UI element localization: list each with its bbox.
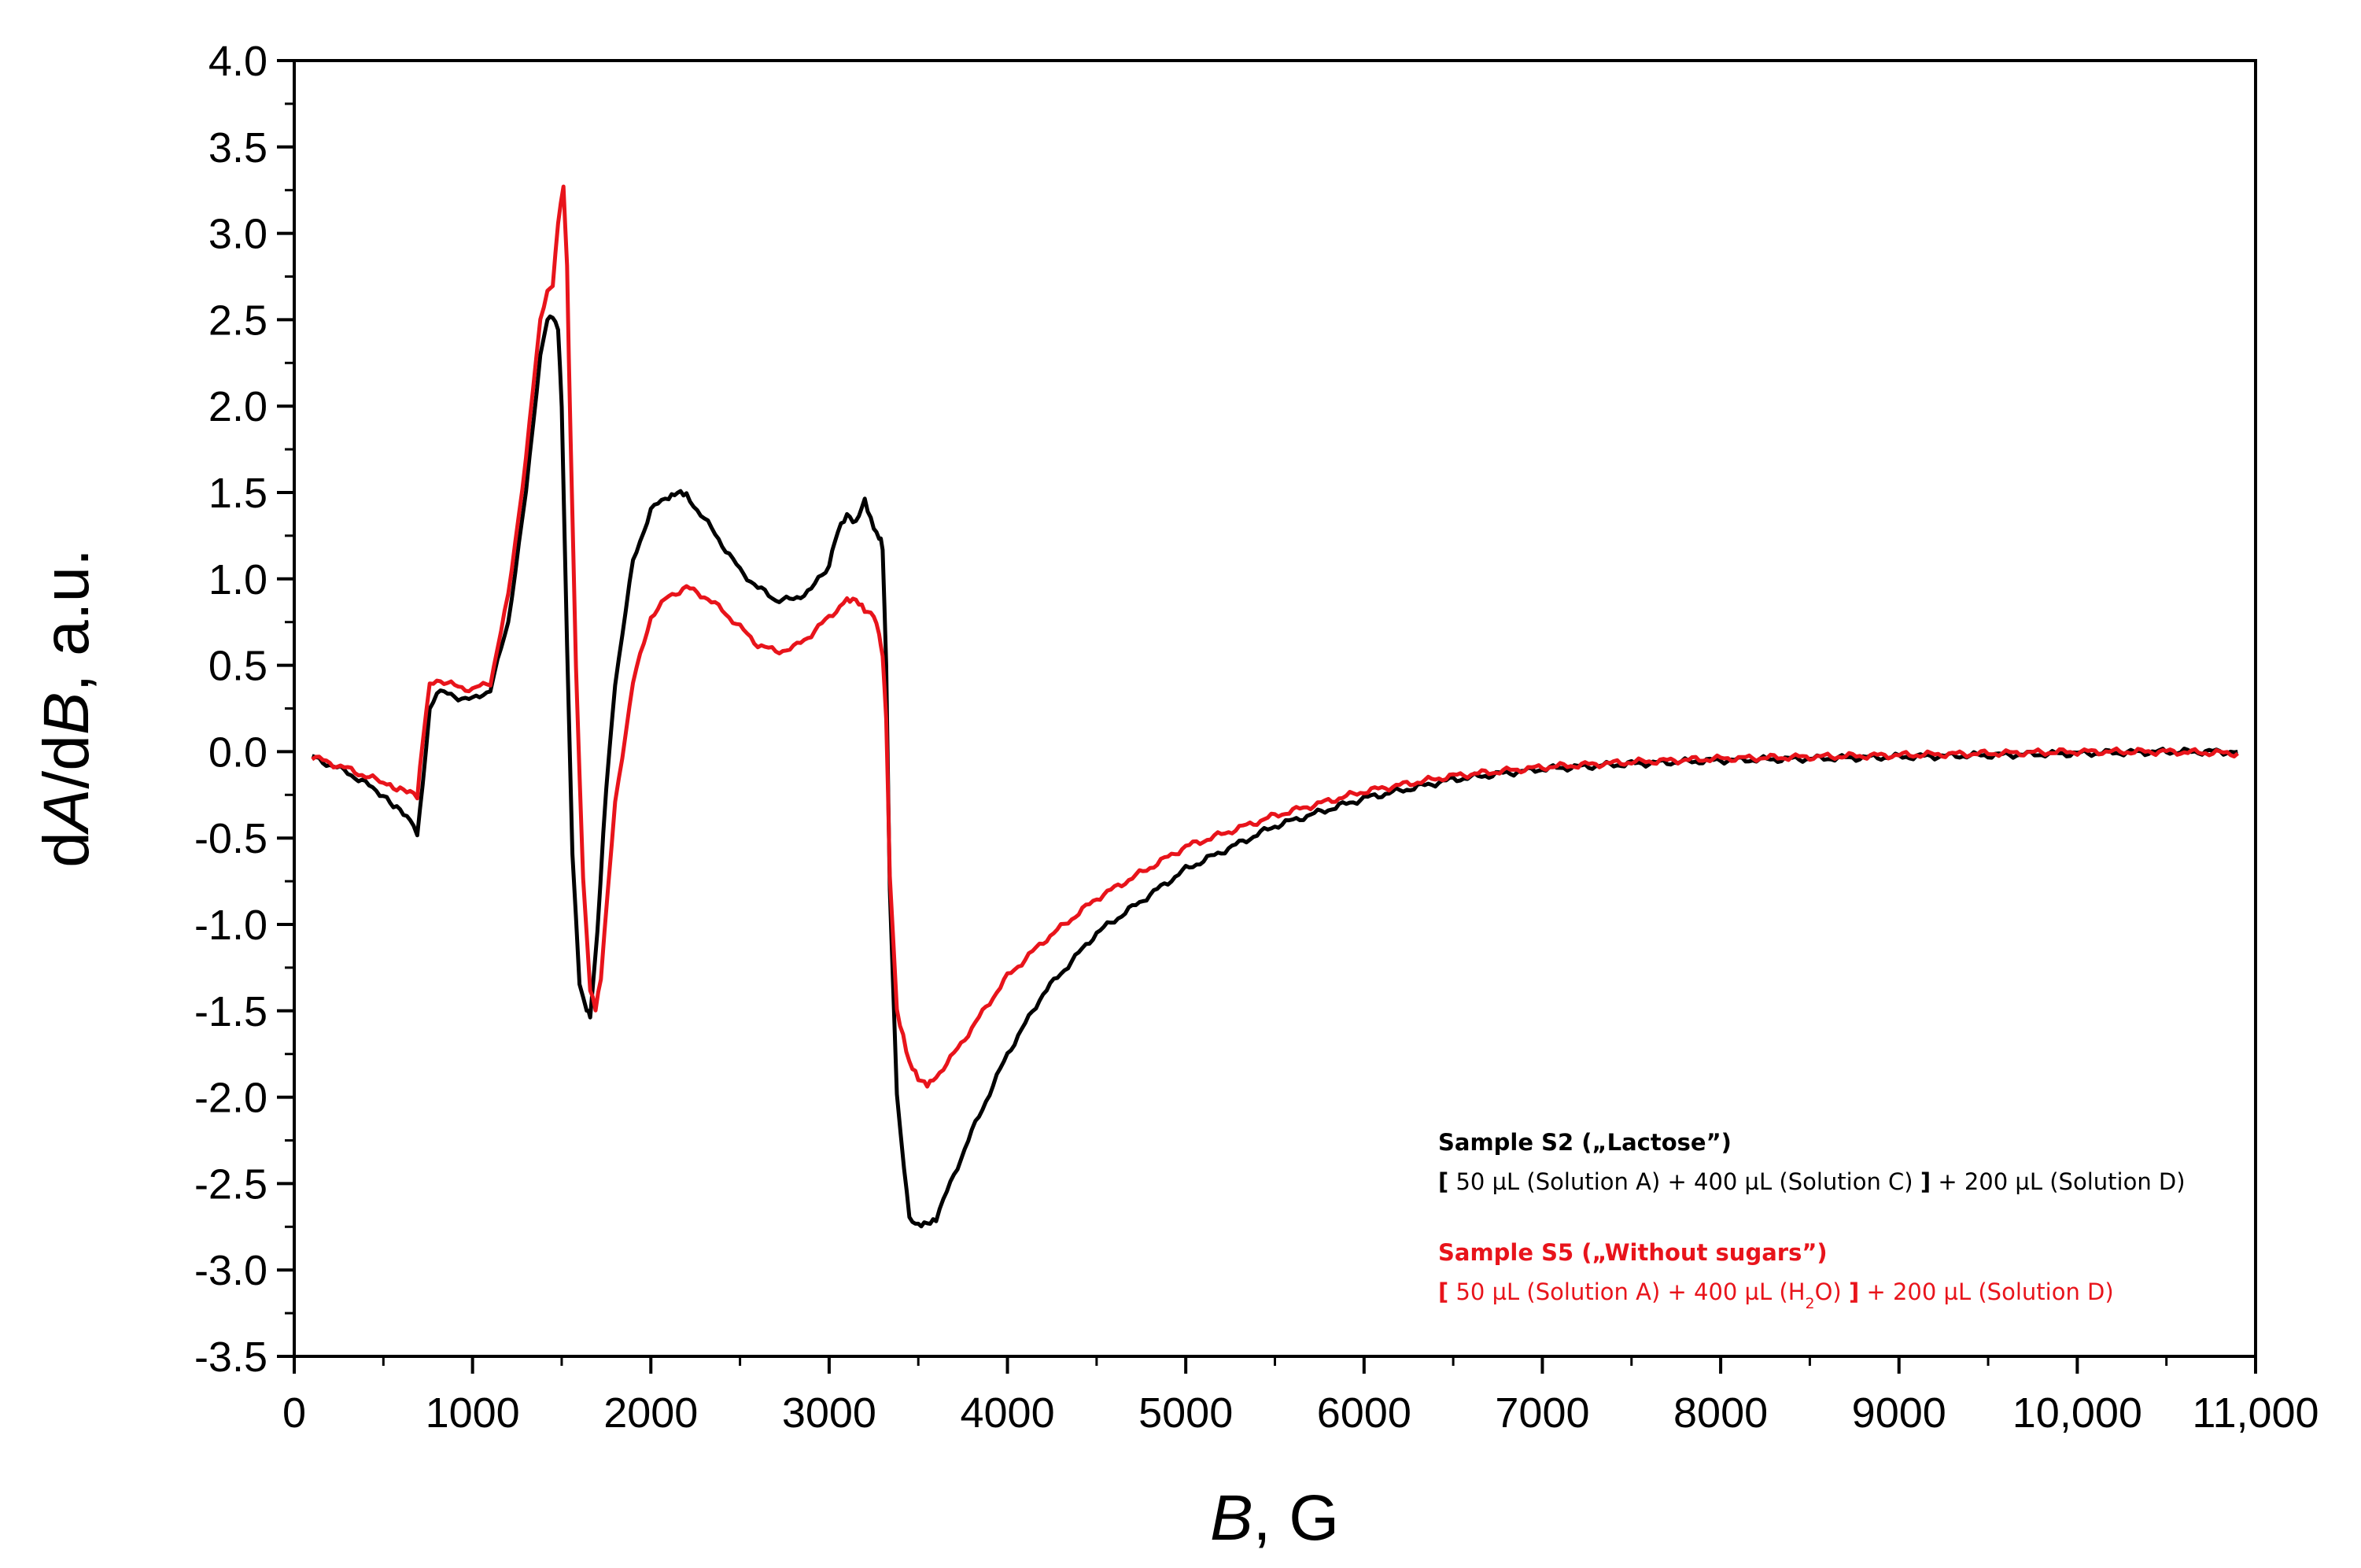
legend-formula-s5: [ 50 µL (Solution A) + 400 µL (H2O) ] + … — [1438, 1278, 2114, 1312]
y-tick-label: -3.5 — [194, 1334, 267, 1381]
y-tick-label: -1.0 — [194, 902, 267, 949]
y-axis-title: dA/dB, a.u. — [31, 548, 102, 868]
series-layer — [311, 184, 2239, 1229]
legend-formula-s2: [ 50 µL (Solution A) + 400 µL (Solution … — [1438, 1168, 2186, 1195]
legend-title-s2: Sample S2 („Lactose”) — [1438, 1129, 1732, 1156]
x-tick-label: 5000 — [1138, 1389, 1233, 1437]
y-axis-ticks: 4.0 3.5 3.0 2.5 2.0 1.5 1.0 0.5 0.0 -0.5 -1.0 -1.5 -… — [194, 38, 294, 1381]
x-tick-label: 10,000 — [2012, 1389, 2142, 1437]
legend-formula-b-s2: + 200 µL (Solution D) — [1938, 1168, 2185, 1195]
y-tick-label: 0.5 — [208, 643, 267, 690]
x-tick-label: 9000 — [1852, 1389, 1946, 1437]
y-tick-label: 1.0 — [208, 556, 267, 603]
x-tick-label: 1000 — [426, 1389, 520, 1437]
x-tick-label: 0 — [282, 1389, 306, 1437]
y-tick-label: 1.5 — [208, 470, 267, 517]
legend-formula-b-s5: + 200 µL (Solution D) — [1866, 1278, 2113, 1305]
y-tick-label: 2.5 — [208, 297, 267, 344]
legend-formula-a-s5: 50 µL (Solution A) + 400 µL (H — [1455, 1278, 1805, 1305]
y-tick-label: -0.5 — [194, 815, 267, 862]
y-tick-label: 4.0 — [208, 38, 267, 85]
legend-title-s5: Sample S5 („Without sugars”) — [1438, 1239, 1828, 1266]
legend: Sample S2 („Lactose”) [ 50 µL (Solution … — [1438, 1129, 2186, 1312]
y-tick-label: 3.0 — [208, 211, 267, 258]
y-tick-label: -2.0 — [194, 1075, 267, 1122]
y-tick-label: 0.0 — [208, 729, 267, 776]
series-line-1 — [311, 184, 2239, 1089]
legend-close-bracket-s2: ] — [1920, 1168, 1931, 1195]
x-tick-label: 6000 — [1317, 1389, 1411, 1437]
x-axis-ticks: 0 1000 2000 3000 4000 5000 6000 7000 8000 9000 10,… — [282, 1356, 2319, 1437]
y-tick-label: 2.0 — [208, 383, 267, 430]
legend-subscript-s5: 2 — [1806, 1295, 1815, 1312]
y-tick-label: -1.5 — [194, 988, 267, 1035]
x-tick-label: 8000 — [1673, 1389, 1768, 1437]
legend-formula-a-post-s5: O) — [1815, 1278, 1842, 1305]
legend-open-bracket-s2: [ — [1438, 1168, 1448, 1195]
x-tick-label: 2000 — [603, 1389, 698, 1437]
legend-open-bracket-s5: [ — [1438, 1278, 1448, 1305]
legend-close-bracket-s5: ] — [1849, 1278, 1859, 1305]
legend-formula-a-s2: 50 µL (Solution A) + 400 µL (Solution C) — [1455, 1168, 1913, 1195]
x-tick-label: 3000 — [782, 1389, 876, 1437]
y-tick-label: 3.5 — [208, 124, 267, 172]
x-tick-label: 4000 — [960, 1389, 1054, 1437]
y-tick-label: -3.0 — [194, 1247, 267, 1294]
x-axis-title: B, G — [1210, 1482, 1339, 1554]
x-tick-label: 7000 — [1495, 1389, 1589, 1437]
y-tick-label: -2.5 — [194, 1160, 267, 1208]
x-tick-label: 11,000 — [2192, 1389, 2319, 1437]
series-line-0 — [311, 314, 2238, 1229]
